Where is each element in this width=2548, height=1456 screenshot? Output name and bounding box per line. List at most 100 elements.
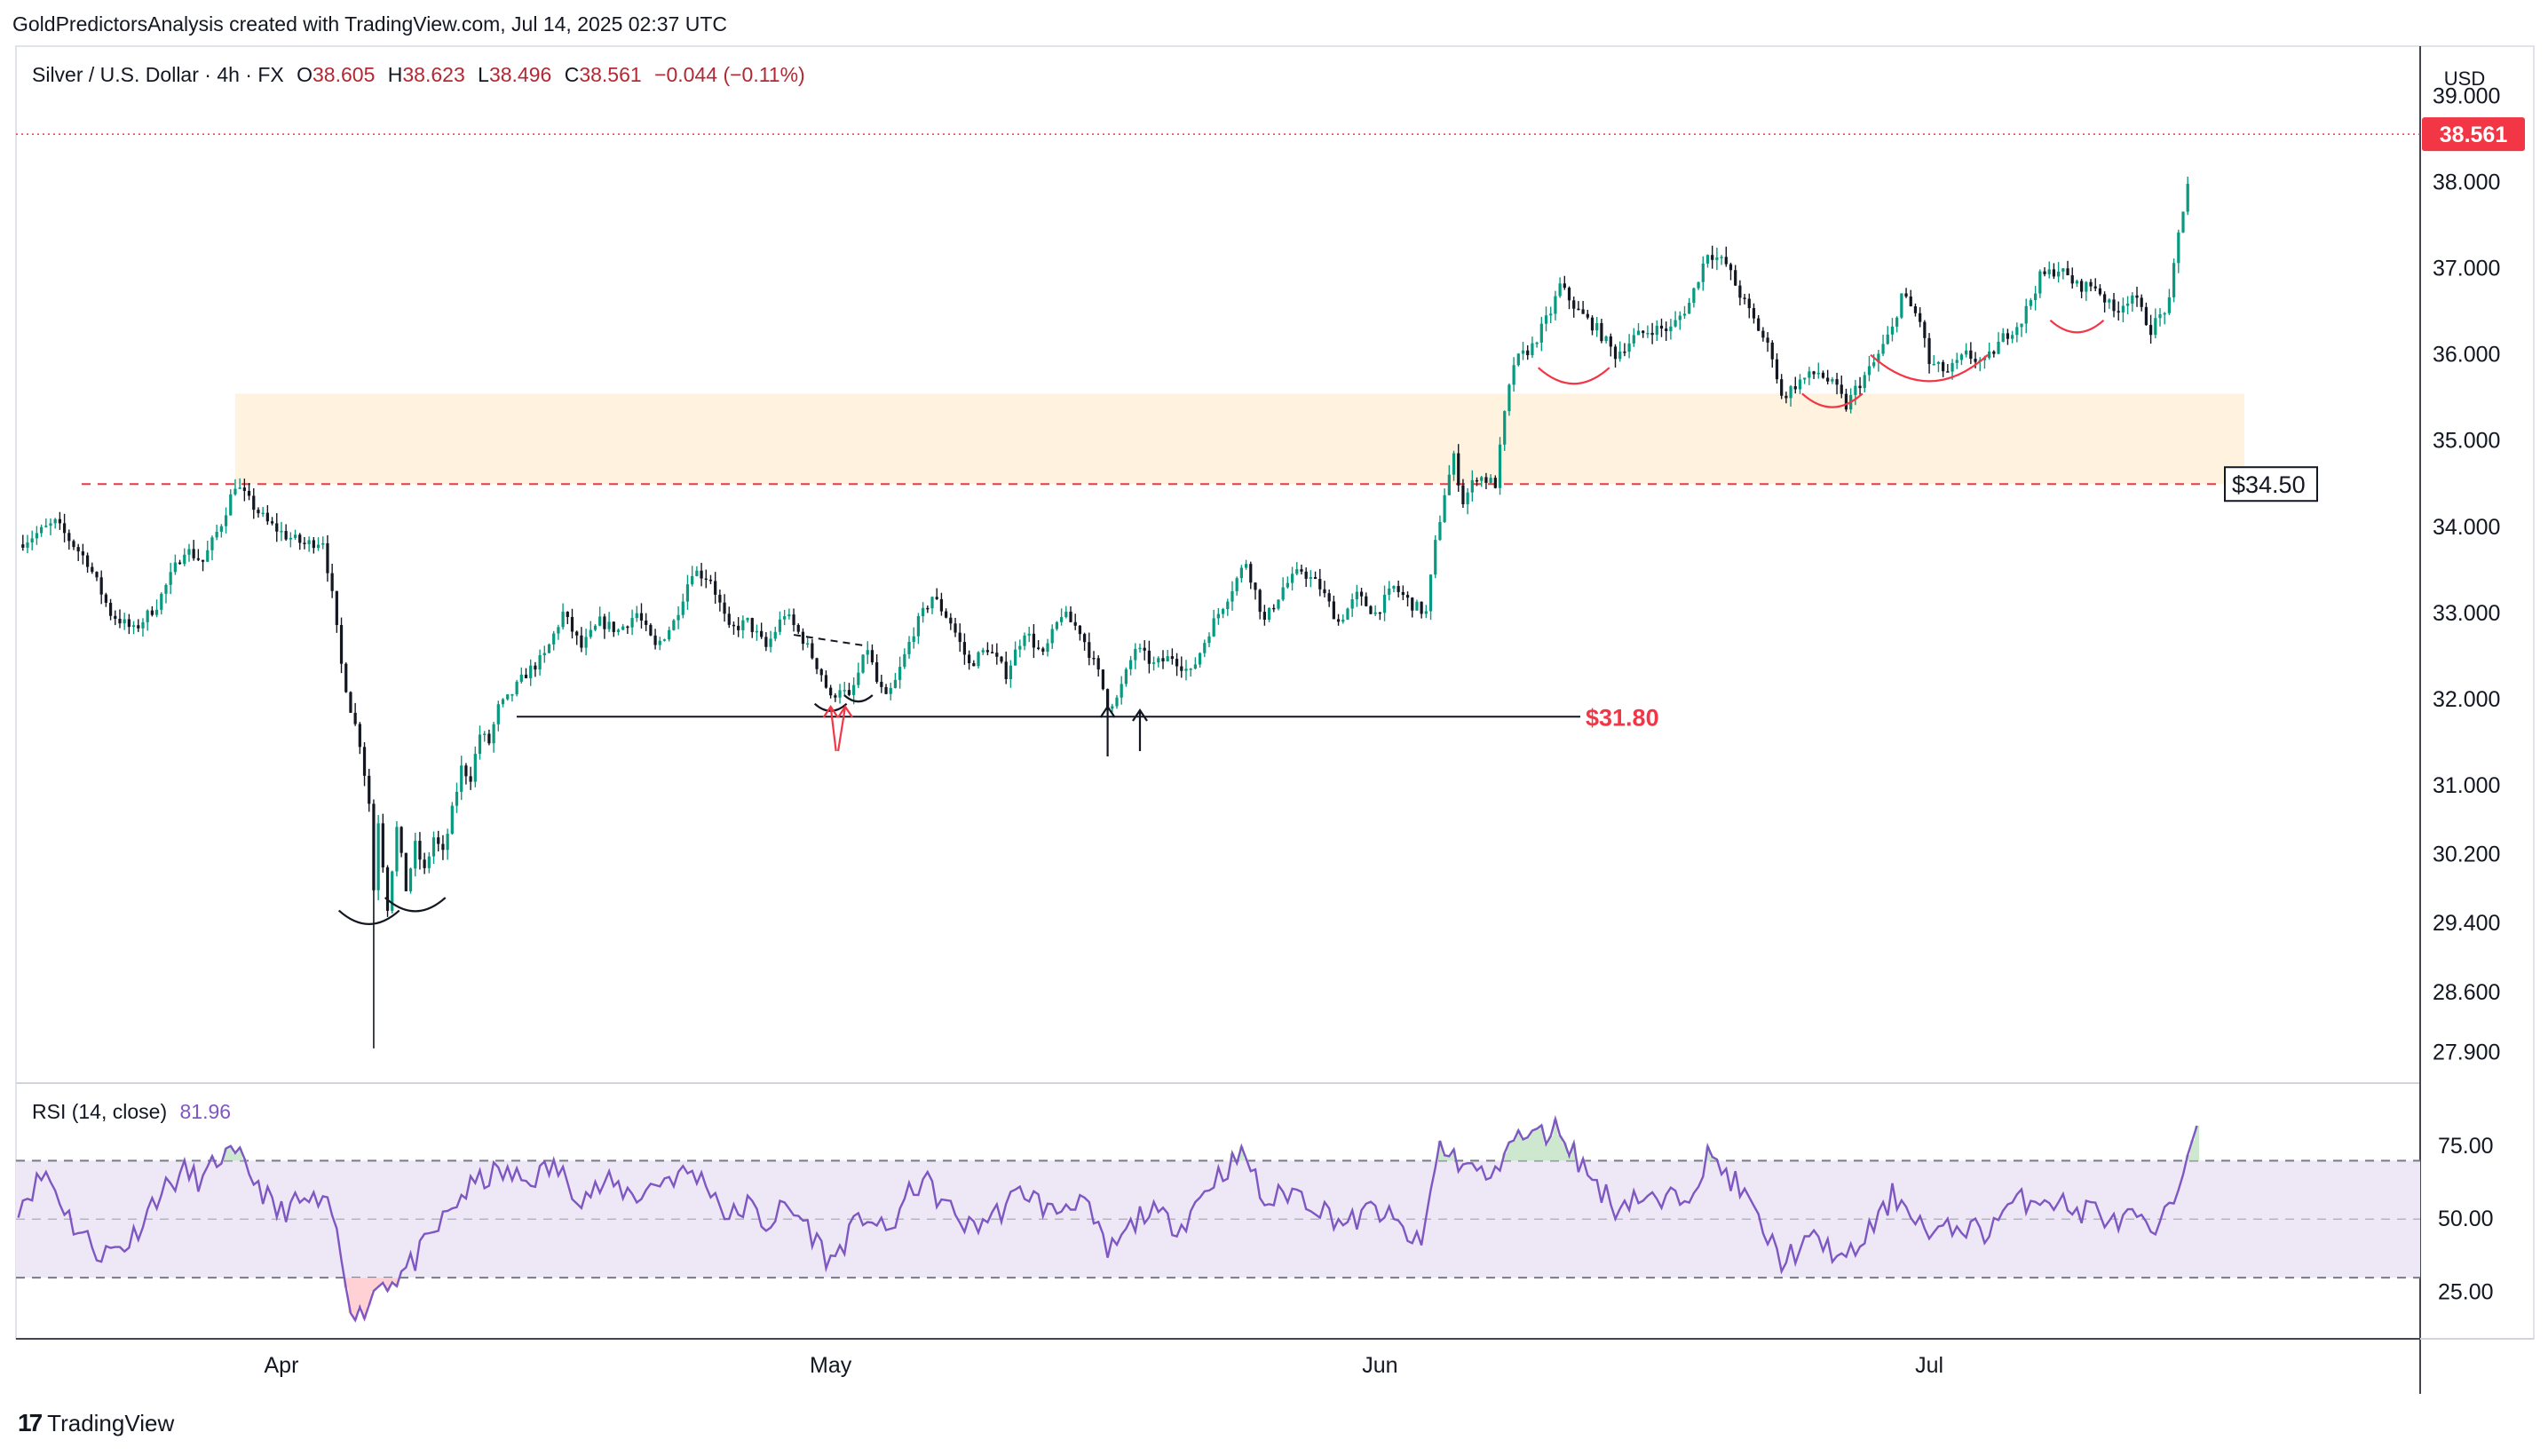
- candle: [1018, 639, 1022, 658]
- candle: [85, 552, 90, 574]
- candle: [1226, 598, 1230, 616]
- candle: [1420, 601, 1423, 619]
- candle: [368, 768, 371, 812]
- legend-close: 38.561: [579, 63, 641, 86]
- candle: [806, 637, 810, 648]
- candle: [1193, 657, 1197, 670]
- candle: [1198, 652, 1202, 668]
- candle: [755, 624, 759, 641]
- candle: [898, 656, 902, 689]
- candle: [408, 867, 413, 894]
- candle: [1867, 355, 1871, 382]
- candle: [1503, 410, 1507, 451]
- annotation-arrow: [822, 705, 839, 752]
- candle: [1927, 333, 1931, 374]
- price-tick-label: 31.000: [2433, 773, 2500, 798]
- candle: [1041, 646, 1045, 656]
- candle: [787, 608, 791, 620]
- price-tick-label: 32.000: [2433, 687, 2500, 712]
- candle: [1050, 624, 1054, 649]
- candle: [1623, 343, 1626, 357]
- candle: [154, 599, 159, 618]
- candle: [1923, 320, 1927, 348]
- candle: [1092, 651, 1096, 666]
- annotation-arc: [1870, 353, 1989, 383]
- legend-open-label: O: [297, 63, 313, 86]
- candle: [1212, 609, 1215, 637]
- candle: [1955, 352, 1958, 369]
- candle: [1249, 561, 1253, 590]
- candle: [2103, 291, 2107, 313]
- candle: [431, 831, 436, 865]
- candle: [1369, 605, 1373, 614]
- rsi-axis[interactable]: 75.00 50.00 25.00: [2438, 1134, 2494, 1305]
- candle: [658, 637, 661, 651]
- candle: [685, 574, 690, 610]
- candle: [303, 536, 306, 550]
- candle: [441, 835, 445, 860]
- candle: [1632, 328, 1635, 347]
- candle: [414, 833, 417, 877]
- candle: [1516, 352, 1520, 367]
- candle: [866, 641, 869, 664]
- candle: [1254, 582, 1257, 600]
- candle: [912, 627, 915, 649]
- candle: [1932, 355, 1935, 366]
- candle: [2038, 269, 2042, 298]
- candle: [261, 507, 265, 518]
- candle: [750, 617, 754, 638]
- candle: [1521, 341, 1525, 360]
- price-tick-label: 35.000: [2433, 429, 2500, 454]
- candle: [1946, 363, 1950, 373]
- candle: [819, 668, 823, 682]
- price-tick-label: 37.000: [2433, 257, 2500, 281]
- candle: [280, 521, 283, 542]
- candle: [137, 619, 140, 632]
- candle: [515, 679, 518, 697]
- candle: [662, 638, 667, 642]
- candle: [621, 623, 625, 631]
- candle: [1120, 676, 1123, 705]
- time-axis[interactable]: Apr May Jun Jul: [264, 1353, 1943, 1378]
- rsi-value: 81.96: [180, 1100, 232, 1123]
- candle: [566, 611, 569, 625]
- candle: [796, 623, 800, 635]
- candle: [1803, 377, 1807, 384]
- rsi-line: [17, 1114, 2198, 1323]
- candle: [1554, 290, 1557, 320]
- candle: [1682, 305, 1687, 320]
- candle: [76, 543, 80, 561]
- candle: [1913, 303, 1918, 317]
- candle: [1705, 254, 1710, 268]
- footer-brand[interactable]: 17 TradingView: [18, 1409, 174, 1437]
- candle: [1078, 625, 1082, 641]
- candle: [1128, 655, 1133, 676]
- currency-label: USD: [2444, 67, 2485, 90]
- candle: [2057, 262, 2061, 283]
- candle: [1170, 648, 1174, 665]
- candle: [1032, 623, 1036, 659]
- annotation-arc: [1537, 367, 1610, 385]
- candle: [1969, 342, 1973, 365]
- candle: [949, 613, 953, 630]
- candle: [404, 852, 408, 891]
- candle: [224, 507, 228, 534]
- candle: [2047, 261, 2051, 279]
- candle: [1780, 374, 1784, 400]
- candle: [1581, 300, 1585, 314]
- candle: [35, 526, 39, 545]
- rsi-tick-label: 25.00: [2438, 1280, 2494, 1305]
- candle: [764, 632, 768, 652]
- price-tick-label: 30.200: [2433, 843, 2500, 867]
- candle: [1388, 581, 1391, 601]
- candle: [1959, 352, 1964, 366]
- candle: [2043, 267, 2046, 277]
- candle: [2148, 314, 2153, 344]
- candle: [99, 570, 103, 605]
- candle: [834, 692, 837, 702]
- candle: [1415, 599, 1419, 611]
- candle: [2052, 263, 2056, 280]
- price-axis[interactable]: 39.000 38.000 37.000 36.000 35.000 34.000 33.0…: [2433, 84, 2500, 1065]
- candle: [146, 609, 149, 631]
